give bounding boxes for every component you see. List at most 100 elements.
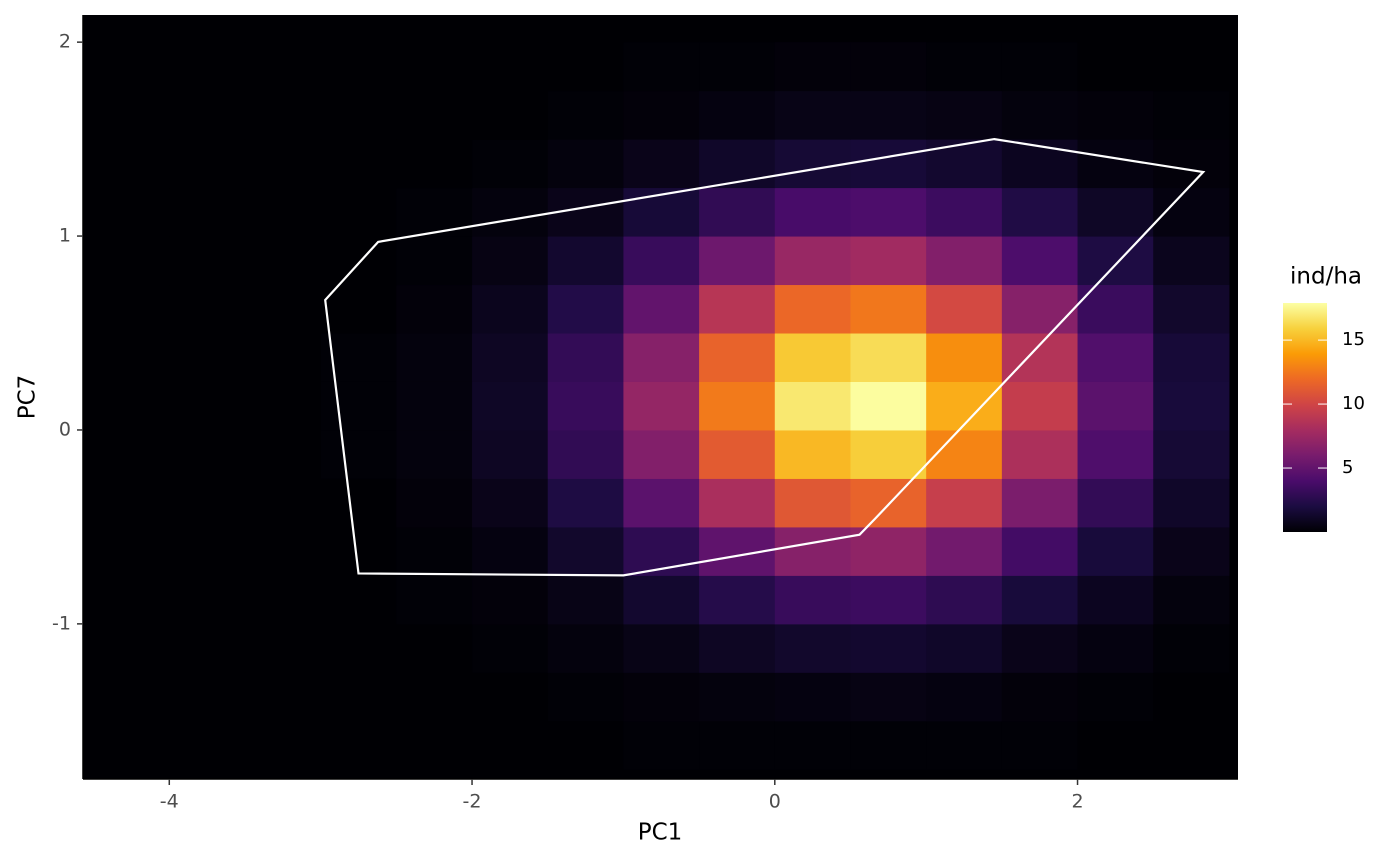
cell [850, 333, 927, 382]
cell [623, 478, 700, 528]
cell [1001, 623, 1079, 673]
cell [774, 623, 851, 673]
cell [1077, 236, 1154, 286]
cell [699, 90, 776, 140]
cell [774, 284, 851, 334]
cell [472, 672, 549, 722]
cell [396, 90, 473, 140]
cell [547, 623, 624, 673]
cell [244, 429, 322, 479]
cell [623, 236, 700, 286]
cell [472, 187, 549, 237]
y-tick-label: 1 [59, 225, 71, 247]
cell [396, 478, 473, 528]
cell [1153, 139, 1230, 189]
cell [244, 526, 322, 576]
cell [926, 526, 1003, 576]
cell [1153, 478, 1230, 528]
cell [396, 381, 473, 431]
cell [547, 478, 624, 528]
cell [547, 42, 624, 92]
cell [1001, 575, 1079, 625]
cell [244, 284, 322, 334]
cell [547, 672, 624, 722]
cell [1001, 236, 1079, 286]
cell [926, 575, 1003, 625]
cell [472, 575, 549, 625]
cell [1153, 333, 1230, 382]
cell [320, 236, 397, 286]
raster [93, 42, 1230, 770]
cell [547, 526, 624, 576]
cell [850, 526, 927, 576]
cell [926, 333, 1003, 382]
cell [1077, 720, 1154, 770]
cell [623, 575, 700, 625]
cell [93, 381, 170, 431]
cell [623, 381, 700, 431]
cell [547, 575, 624, 625]
cell [472, 42, 549, 92]
cell [472, 720, 549, 770]
cell [472, 236, 549, 286]
cell [1001, 187, 1079, 237]
cell [169, 187, 246, 237]
cell [320, 623, 397, 673]
cell [699, 672, 776, 722]
cell [396, 672, 473, 722]
cell [1077, 333, 1154, 382]
cell [774, 187, 851, 237]
cell [320, 720, 397, 770]
cell [699, 284, 776, 334]
cell [774, 720, 851, 770]
cell [472, 139, 549, 189]
cell [1153, 90, 1230, 140]
cell [244, 623, 322, 673]
cell [169, 526, 246, 576]
cell [623, 42, 700, 92]
cell [926, 429, 1003, 479]
y-tick-label: -1 [52, 612, 71, 634]
cell [1153, 381, 1230, 431]
cell [169, 236, 246, 286]
cell [320, 90, 397, 140]
cell [169, 672, 246, 722]
cell [623, 623, 700, 673]
cell [926, 284, 1003, 334]
cell [699, 187, 776, 237]
cell [320, 187, 397, 237]
cell [93, 42, 170, 92]
cell [93, 90, 170, 140]
cell [547, 284, 624, 334]
cell [244, 478, 322, 528]
cell [396, 429, 473, 479]
cell [1077, 429, 1154, 479]
cell [774, 236, 851, 286]
cell [547, 90, 624, 140]
cell [850, 429, 927, 479]
cell [699, 429, 776, 479]
cell [1153, 236, 1230, 286]
cell [774, 139, 851, 189]
cell [169, 284, 246, 334]
cell [320, 381, 397, 431]
cell [320, 429, 397, 479]
cell [244, 139, 322, 189]
cell [1077, 672, 1154, 722]
cell [1077, 381, 1154, 431]
cell [169, 429, 246, 479]
cell [1001, 42, 1079, 92]
x-tick-label: -4 [160, 791, 179, 813]
cell [623, 333, 700, 382]
cell [774, 90, 851, 140]
cell [1077, 139, 1154, 189]
cell [93, 187, 170, 237]
cell [1001, 672, 1079, 722]
cell [1001, 526, 1079, 576]
cell [93, 284, 170, 334]
cell [169, 623, 246, 673]
cell [169, 720, 246, 770]
cell [396, 187, 473, 237]
cell [1153, 429, 1230, 479]
cell [547, 333, 624, 382]
